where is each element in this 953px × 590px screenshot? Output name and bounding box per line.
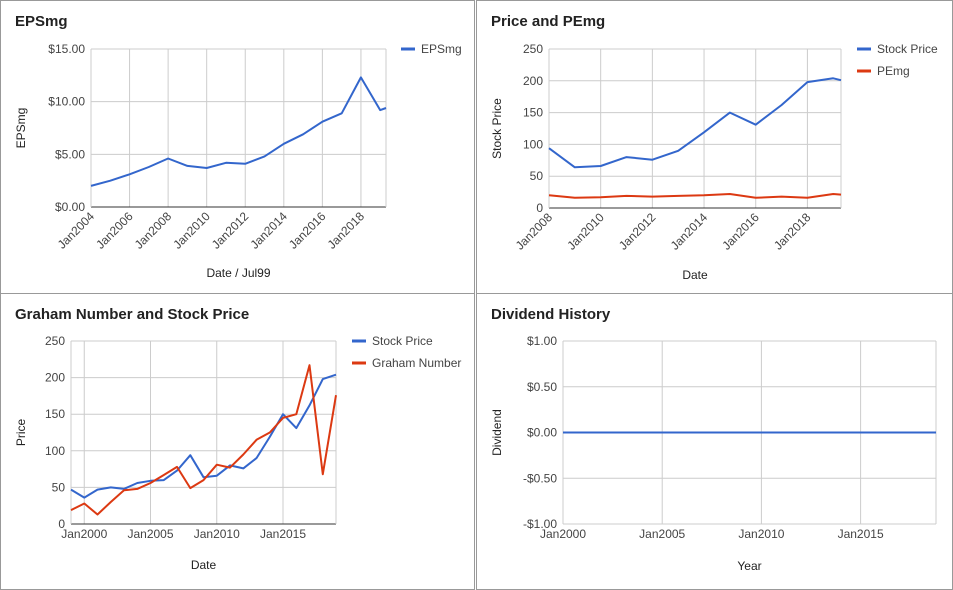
y-tick-label: 150	[523, 106, 543, 120]
x-tick-label: Jan2004	[55, 209, 98, 252]
y-tick-label: 150	[45, 407, 65, 421]
legend-label: EPSmg	[421, 42, 462, 56]
series-line	[548, 193, 842, 199]
x-tick-label: Jan2014	[668, 210, 711, 253]
price-chart-title: Price and PEmg	[491, 13, 606, 30]
y-tick-label: 100	[45, 444, 65, 458]
y-tick-label: $10.00	[48, 95, 85, 109]
x-tick-label: Jan2005	[127, 527, 173, 541]
y-tick-label: 200	[45, 371, 65, 385]
y-tick-label: $5.00	[55, 147, 85, 161]
x-axis-title: Date / Jul99	[206, 266, 270, 280]
x-tick-label: Jan2016	[719, 210, 762, 253]
x-tick-label: Jan2010	[194, 527, 240, 541]
x-tick-label: Jan2012	[616, 210, 659, 253]
eps-panel: EPSmg $0.00 $5.00 $10.00 $15.00 Jan2004 Jan20…	[0, 0, 475, 294]
x-tick-label: Jan2016	[286, 209, 329, 252]
y-tick-label: 0	[536, 201, 543, 215]
y-tick-label: $0.50	[527, 380, 557, 394]
x-axis-title: Year	[737, 559, 761, 573]
y-tick-label: $1.00	[527, 334, 557, 348]
graham-panel: Graham Number and Stock Price 0 50 100 150 2…	[0, 293, 475, 590]
x-tick-label: Jan2018	[325, 209, 368, 252]
y-tick-label: 50	[52, 480, 66, 494]
y-tick-label: 0	[58, 517, 65, 531]
eps-chart: $0.00$5.00$10.00$15.00Jan2004Jan2006Jan2…	[14, 42, 462, 280]
series-line	[70, 373, 337, 499]
x-tick-label: Jan2010	[738, 527, 784, 541]
price-panel: Price and PEmg 0 50 100 150 200 250 Jan2008 Jan…	[476, 0, 953, 294]
x-tick-label: Jan2010	[564, 210, 607, 253]
x-tick-label: Jan2008	[513, 210, 556, 253]
y-tick-label: $15.00	[48, 42, 85, 56]
x-tick-label: Jan2006	[93, 209, 136, 252]
legend-label: Stock Price	[372, 334, 433, 348]
y-tick-label: 100	[523, 137, 543, 151]
y-axis-title: Dividend	[490, 409, 504, 456]
x-axis-title: Date	[191, 558, 217, 572]
y-axis-title: EPSmg	[14, 108, 28, 149]
eps-chart-title: EPSmg	[15, 13, 68, 30]
x-tick-label: Jan2008	[132, 209, 175, 252]
series-line	[90, 76, 387, 187]
legend-label: PEmg	[877, 64, 910, 78]
graham-chart-title: Graham Number and Stock Price	[15, 306, 250, 323]
x-tick-label: Jan2000	[540, 527, 586, 541]
series-line	[548, 77, 842, 169]
series-line	[70, 364, 337, 516]
y-tick-label: $0.00	[527, 426, 557, 440]
x-tick-label: Jan2018	[771, 210, 814, 253]
y-tick-label: -$0.50	[523, 471, 557, 485]
y-axis-title: Price	[14, 419, 28, 447]
y-axis-title: Stock Price	[490, 98, 504, 159]
x-tick-label: Jan2005	[639, 527, 685, 541]
x-axis-title: Date	[682, 268, 708, 282]
dividend-chart-title: Dividend History	[491, 306, 611, 323]
x-tick-label: Jan2012	[209, 209, 252, 252]
y-tick-label: 250	[523, 42, 543, 56]
y-tick-label: -$1.00	[523, 517, 557, 531]
dividend-panel: Dividend History -$1.00 -$0.50 $0.00 $0.50 $…	[476, 293, 953, 590]
x-tick-label: Jan2010	[170, 209, 213, 252]
dividend-chart: -$1.00 -$0.50 $0.00 $0.50 $1.00 Jan2000 Jan200…	[490, 334, 937, 573]
x-tick-label: Jan2014	[247, 209, 290, 252]
y-tick-label: 50	[530, 169, 544, 183]
y-tick-label: 250	[45, 334, 65, 348]
graham-chart: 0 50 100 150 200 250 Jan2000 Jan2005 Jan2010 Jan2…	[14, 334, 461, 572]
legend-label: Stock Price	[877, 42, 938, 56]
y-tick-label: 200	[523, 74, 543, 88]
x-tick-label: Jan2015	[838, 527, 884, 541]
x-tick-label: Jan2000	[61, 527, 107, 541]
legend-label: Graham Number	[372, 356, 461, 370]
x-tick-label: Jan2015	[260, 527, 306, 541]
y-tick-label: $0.00	[55, 200, 85, 214]
